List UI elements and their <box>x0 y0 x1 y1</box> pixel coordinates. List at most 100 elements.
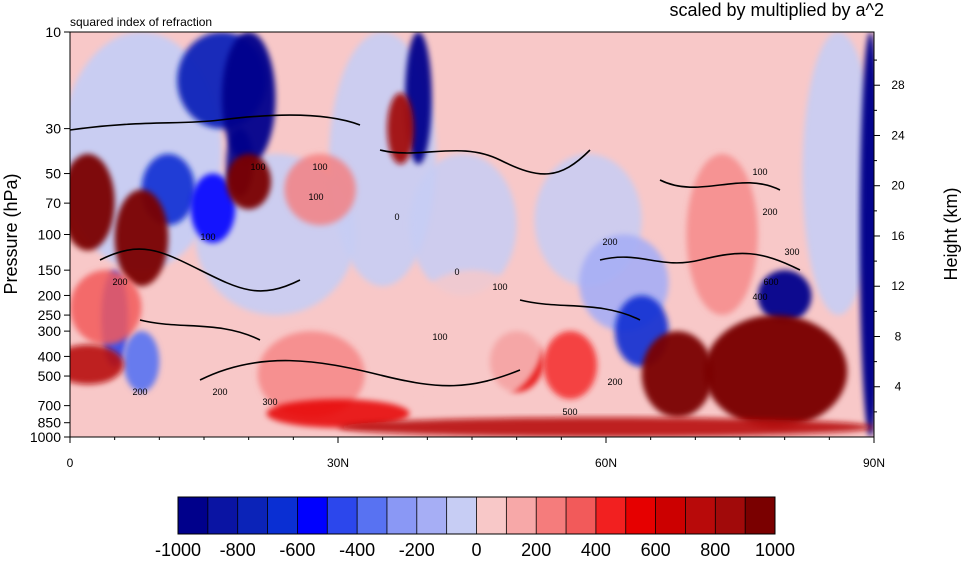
height-tick-label: 8 <box>895 329 902 343</box>
colorbar-swatch <box>416 497 447 534</box>
field-region-strong-negative <box>123 331 160 393</box>
contour-line <box>139 319 261 341</box>
contour-label: 200 <box>607 377 622 387</box>
field-region-positive <box>70 270 142 345</box>
colorbar-swatch <box>207 497 238 534</box>
contour-label: 200 <box>762 207 777 217</box>
colorbar-swatch <box>237 497 268 534</box>
height-tick-label: 28 <box>891 78 905 92</box>
colorbar: -1000 -800 -600 -400 -200 0 200 400 600 800 1000 <box>155 496 795 560</box>
colorbar-label: 1000 <box>755 540 795 560</box>
field-region-strong-negative <box>190 173 236 243</box>
pressure-tick-label: 100 <box>38 227 62 243</box>
field-region-strong-positive <box>704 315 848 428</box>
pressure-tick-label: 70 <box>45 195 61 211</box>
pressure-tick-label: 10 <box>45 24 61 40</box>
colorbar-label: 0 <box>471 540 481 560</box>
latitude-axis: 0 30N 60N 90N <box>67 437 885 470</box>
pressure-tick-label: 30 <box>45 121 61 137</box>
field-region-strong-negative <box>859 32 874 437</box>
colorbar-label: -1000 <box>155 540 201 560</box>
field-region-weak-positive <box>400 270 544 406</box>
contour-label: 100 <box>200 232 215 242</box>
contour-label: 0 <box>454 267 459 277</box>
colorbar-swatch <box>446 497 477 534</box>
latitude-tick-label: 30N <box>327 456 349 470</box>
field-layer: 100 100 100 100 200 300 200 200 100 100 200 100 200 3… <box>70 32 874 437</box>
contour-label: 100 <box>312 162 327 172</box>
pressure-tick-label: 700 <box>38 398 62 414</box>
field-region-strong-positive <box>338 417 874 437</box>
chart-title-left: squared index of refraction <box>70 15 212 29</box>
pressure-tick-label: 1000 <box>30 429 61 445</box>
contour-label: 100 <box>250 162 265 172</box>
contour-line <box>99 248 301 292</box>
contour-line <box>519 299 641 321</box>
contour-label: 200 <box>602 237 617 247</box>
pressure-tick-label: 300 <box>38 323 62 339</box>
height-tick-label: 20 <box>891 179 905 193</box>
colorbar-label: 600 <box>641 540 671 560</box>
field-region-strong-negative <box>757 270 812 322</box>
height-tick-label: 4 <box>895 380 902 394</box>
colorbar-label: 400 <box>581 540 611 560</box>
contour-label: 400 <box>752 292 767 302</box>
colorbar-swatch <box>506 497 537 534</box>
colorbar-swatch <box>386 497 418 534</box>
latitude-tick-label: 60N <box>595 456 617 470</box>
contour-label: 300 <box>784 247 799 257</box>
latitude-tick-label: 0 <box>67 456 74 470</box>
field-region-positive <box>543 331 598 400</box>
field-region-strong-positive <box>266 399 410 428</box>
field-region-strong-positive <box>641 331 714 418</box>
contour-line <box>659 179 781 191</box>
pressure-tick-label: 850 <box>38 415 62 431</box>
colorbar-swatch <box>357 497 388 534</box>
field-region-strong-positive <box>70 344 124 385</box>
field-region-positive <box>284 153 356 226</box>
pressure-tick-label: 250 <box>38 307 62 323</box>
height-tick-label: 16 <box>891 229 905 243</box>
colorbar-swatch <box>327 497 358 534</box>
colorbar-swatch <box>476 497 507 534</box>
height-axis: 4 8 12 16 20 24 28 <box>874 59 905 413</box>
pressure-tick-label: 400 <box>38 348 62 364</box>
y-axis-label-right: Height (km) <box>941 187 961 280</box>
contour-label: 200 <box>132 387 147 397</box>
pressure-tick-label: 150 <box>38 262 62 278</box>
colorbar-label: -400 <box>339 540 375 560</box>
colorbar-label: -600 <box>279 540 315 560</box>
colorbar-swatch <box>178 497 209 534</box>
colorbar-label: 800 <box>700 540 730 560</box>
colorbar-swatch <box>297 497 328 534</box>
field-region-positive <box>686 153 758 316</box>
colorbar-swatch <box>655 497 686 534</box>
contour-label: 200 <box>212 387 227 397</box>
colorbar-swatch <box>625 497 656 534</box>
colorbar-swatch <box>566 497 597 534</box>
contour-label: 100 <box>492 282 507 292</box>
contour-label: 100 <box>308 192 323 202</box>
contour-label: 600 <box>763 277 778 287</box>
latitude-tick-label: 90N <box>863 456 885 470</box>
field-region-strong-positive <box>226 153 271 210</box>
y-axis-label-left: Pressure (hPa) <box>1 173 21 294</box>
colorbar-swatch <box>267 497 298 534</box>
contour-line <box>599 252 801 271</box>
pressure-tick-label: 200 <box>38 287 62 303</box>
contour-label: 300 <box>262 397 277 407</box>
contour-label: 500 <box>562 407 577 417</box>
contour-label: 200 <box>112 277 127 287</box>
colorbar-label: 200 <box>521 540 551 560</box>
field-region-positive <box>257 331 365 418</box>
contour-line <box>70 114 361 131</box>
contour-line <box>199 359 521 387</box>
field-region-negative <box>802 32 874 316</box>
chart-title-right: scaled by multiplied by a^2 <box>669 0 884 20</box>
pressure-tick-label: 50 <box>45 166 61 182</box>
colorbar-swatch <box>536 497 567 534</box>
colorbar-swatch <box>715 497 746 534</box>
colorbar-swatch <box>685 497 716 534</box>
colorbar-swatch <box>595 497 627 534</box>
